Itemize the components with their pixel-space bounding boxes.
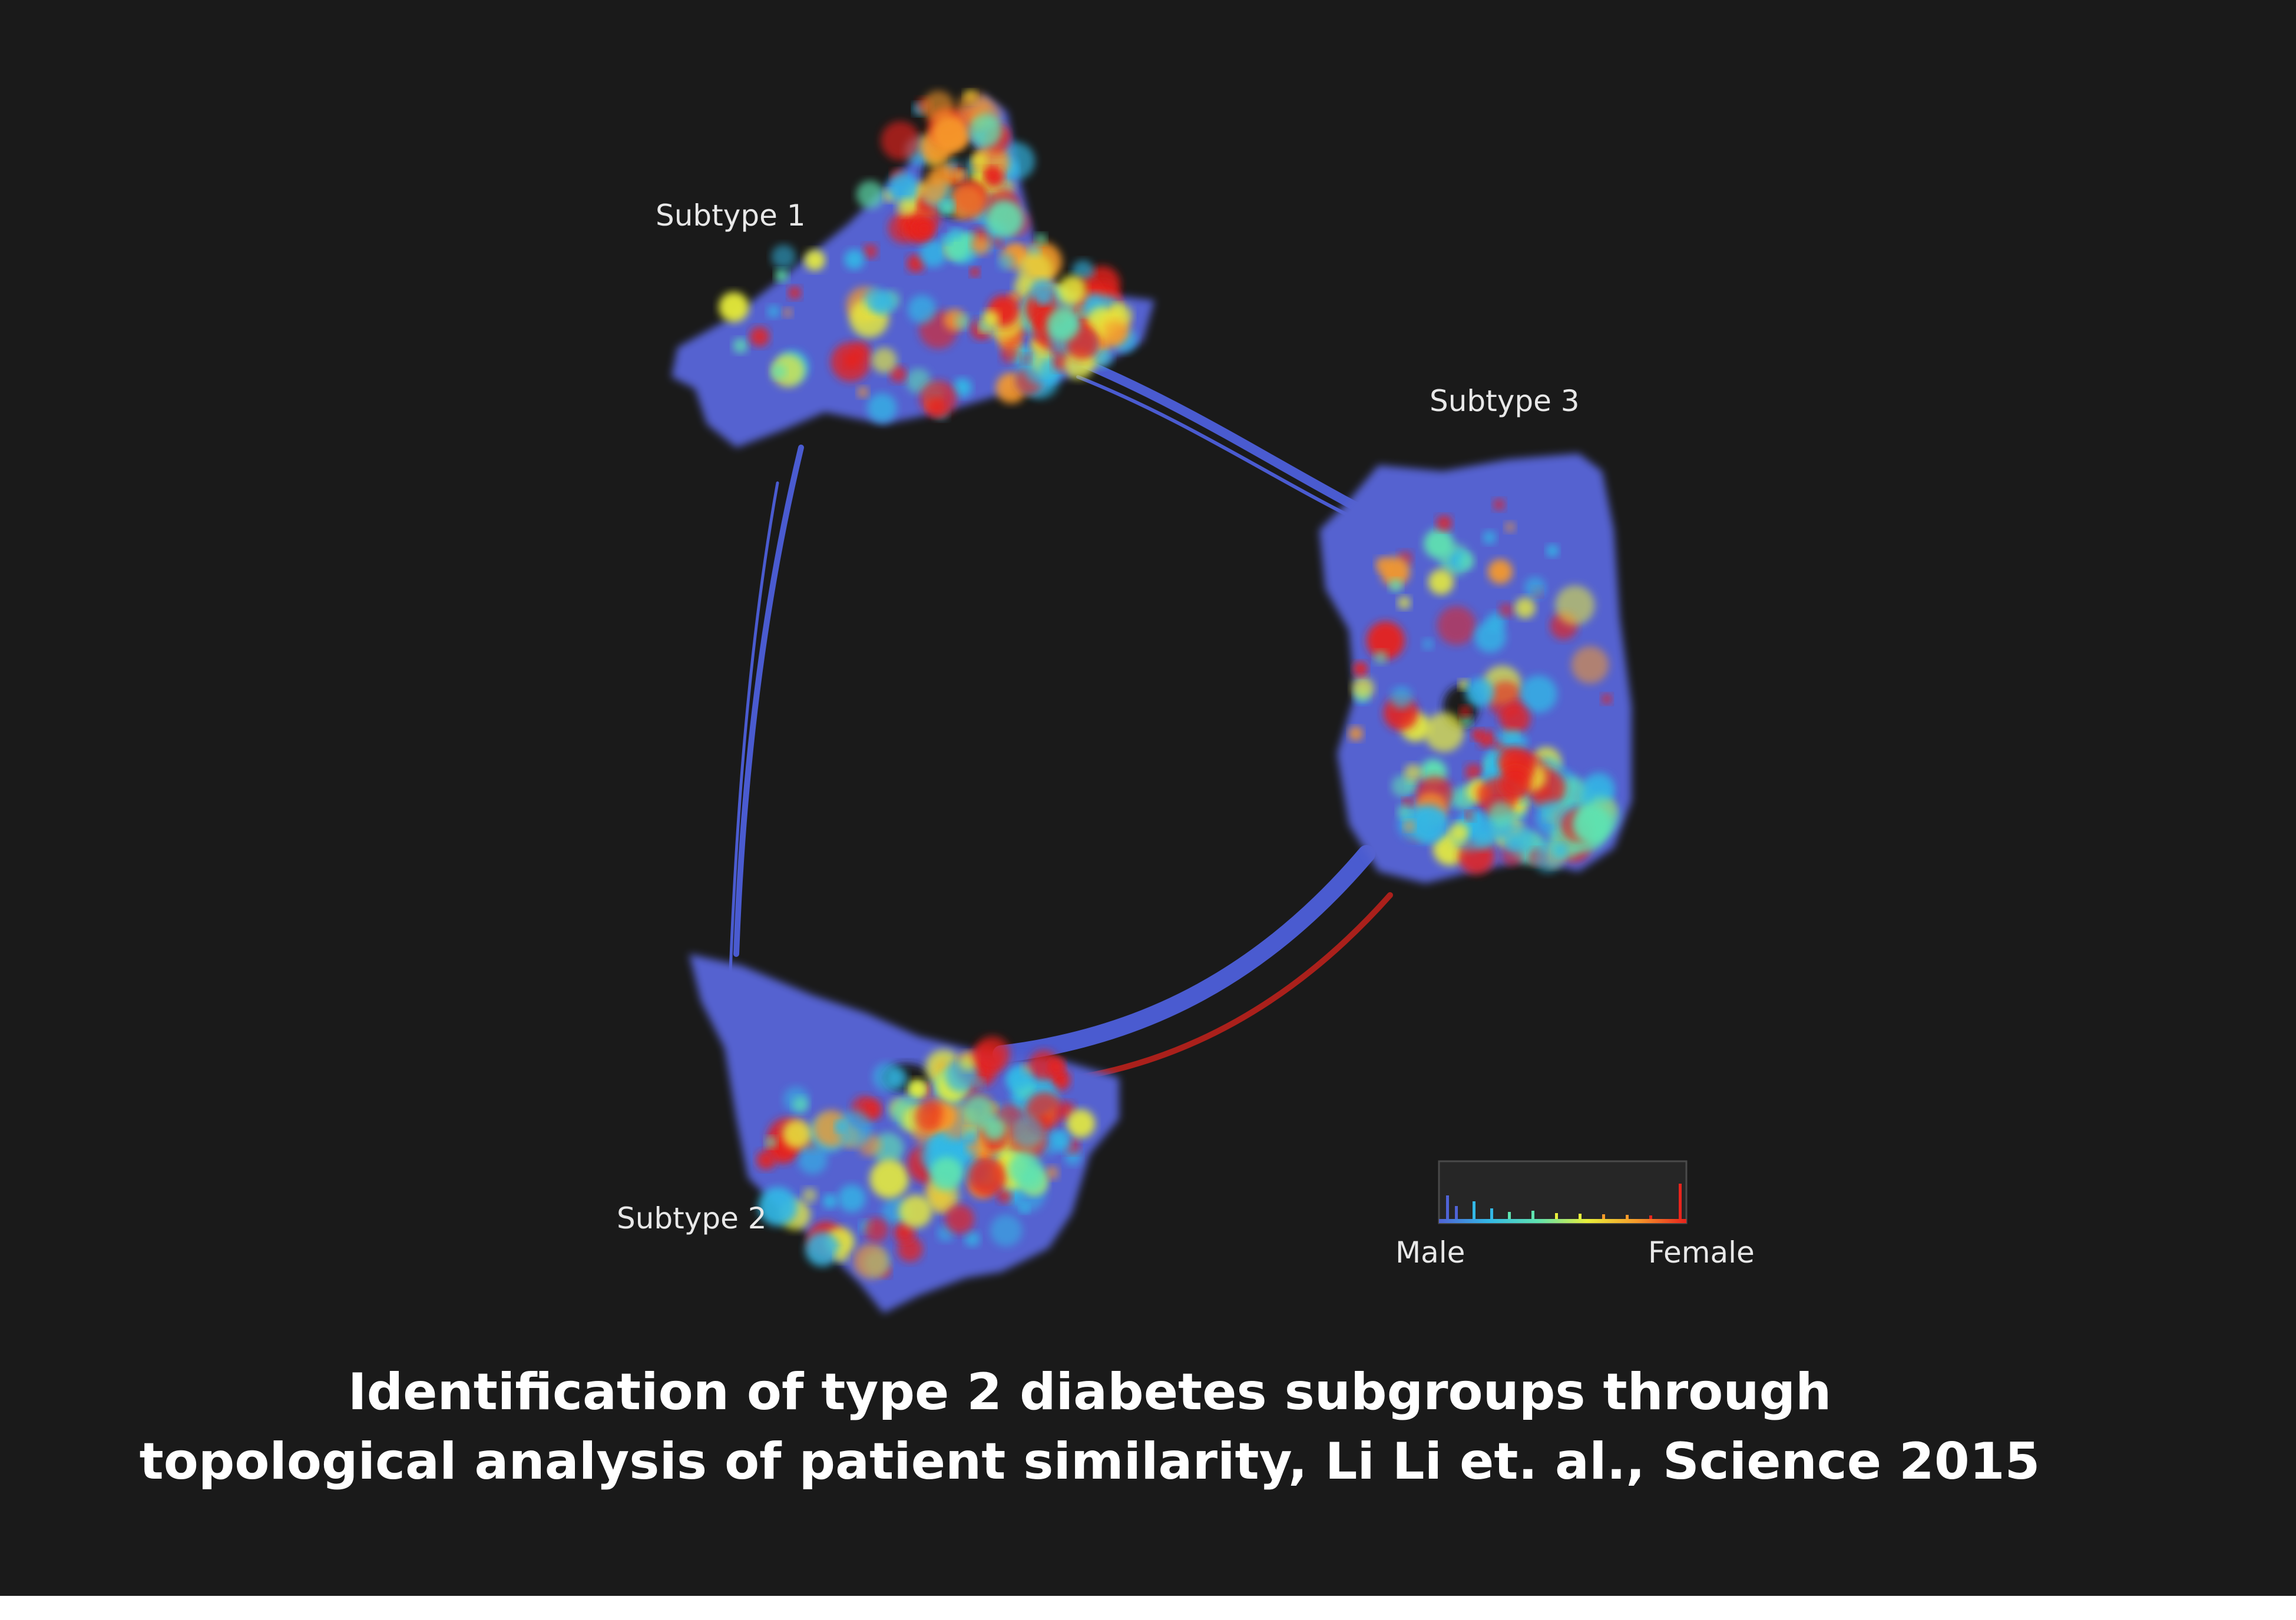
strand-subtype2-to-subtype3 bbox=[992, 845, 1375, 1063]
subtype-1-label: Subtype 1 bbox=[656, 198, 806, 233]
caption-line-1: Identification of type 2 diabetes subgro… bbox=[348, 1363, 1832, 1422]
sex-legend-scale bbox=[1438, 1160, 1688, 1224]
figure-caption: Identification of type 2 diabetes subgro… bbox=[0, 1357, 2179, 1496]
strand-subtype1-to-subtype2 bbox=[733, 445, 804, 957]
subtype-3-label: Subtype 3 bbox=[1430, 384, 1580, 418]
strand-subtype1-to-subtype3-b bbox=[1076, 375, 1380, 532]
strand-subtype1-to-subtype3 bbox=[1056, 349, 1371, 517]
legend-male-label: Male bbox=[1395, 1235, 1465, 1270]
heat-overlay bbox=[719, 90, 1620, 1279]
subtype-2-label: Subtype 2 bbox=[617, 1201, 767, 1235]
caption-line-2: topological analysis of patient similari… bbox=[139, 1432, 2040, 1491]
strand-subtype1-to-subtype2-b bbox=[729, 481, 779, 973]
legend-female-label: Female bbox=[1648, 1235, 1755, 1270]
network-strands bbox=[729, 349, 1393, 1086]
